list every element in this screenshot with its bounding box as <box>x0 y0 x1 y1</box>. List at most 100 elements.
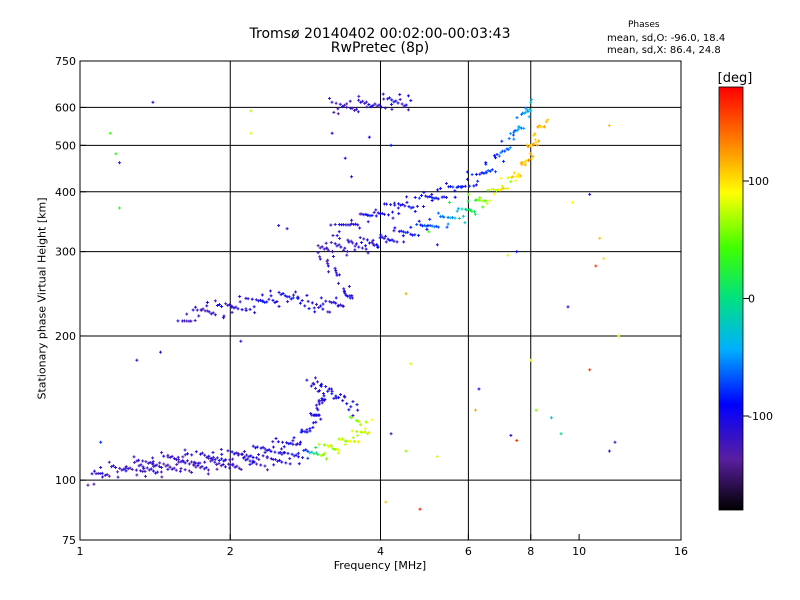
data-point <box>420 194 424 198</box>
data-point <box>271 440 275 444</box>
data-point <box>280 460 284 464</box>
data-point <box>209 459 213 463</box>
data-point <box>159 465 163 469</box>
data-point <box>339 303 343 307</box>
data-point <box>269 457 273 461</box>
data-point <box>254 298 258 302</box>
data-point <box>316 408 320 412</box>
data-point <box>486 168 490 172</box>
data-point <box>358 226 362 230</box>
data-point <box>190 460 194 464</box>
data-point <box>207 310 211 314</box>
data-point <box>114 466 118 470</box>
data-point <box>588 192 592 196</box>
data-point <box>536 125 540 129</box>
data-point <box>463 184 467 188</box>
data-point <box>336 112 340 116</box>
data-point <box>349 239 353 243</box>
data-point <box>371 104 375 108</box>
data-point <box>203 460 207 464</box>
data-point <box>326 389 330 393</box>
data-point <box>436 188 440 192</box>
data-point <box>269 289 273 293</box>
data-point <box>308 427 312 431</box>
data-point <box>322 394 326 398</box>
data-point <box>494 170 498 174</box>
data-point <box>292 436 296 440</box>
y-tick-label: 300 <box>55 246 76 259</box>
data-point <box>522 126 526 130</box>
data-point <box>219 464 223 468</box>
data-point <box>426 195 430 199</box>
data-point <box>309 384 313 388</box>
data-point <box>374 208 378 212</box>
data-point <box>291 296 295 300</box>
data-point <box>350 106 354 110</box>
data-point <box>397 212 401 216</box>
phases-heading: Phases <box>628 20 660 30</box>
data-point <box>276 459 280 463</box>
y-tick-label: 100 <box>55 474 76 487</box>
data-point <box>359 100 363 104</box>
data-point <box>246 297 250 301</box>
data-point <box>508 146 512 150</box>
data-point <box>152 465 156 469</box>
data-point <box>453 189 457 193</box>
data-point <box>319 453 323 457</box>
data-point <box>398 97 402 101</box>
data-point <box>251 455 255 459</box>
data-point <box>512 130 516 134</box>
data-point <box>594 264 598 268</box>
data-point <box>500 187 504 191</box>
data-point <box>465 177 469 181</box>
data-point <box>345 402 349 406</box>
data-point <box>514 179 518 183</box>
data-point <box>310 450 314 454</box>
data-point <box>166 463 170 467</box>
data-point <box>151 100 155 104</box>
data-point <box>249 131 253 135</box>
data-point <box>206 468 210 472</box>
data-point <box>273 301 277 305</box>
data-point <box>496 188 500 192</box>
data-point <box>401 203 405 207</box>
data-point <box>529 109 533 113</box>
data-point <box>337 230 341 234</box>
data-point <box>349 405 353 409</box>
data-point <box>526 145 530 149</box>
data-point <box>478 195 482 199</box>
data-point <box>202 467 206 471</box>
data-point <box>326 262 330 266</box>
data-point <box>179 467 183 471</box>
data-point <box>265 449 269 453</box>
data-point <box>245 453 249 457</box>
data-point <box>356 223 360 227</box>
data-point <box>371 242 375 246</box>
data-point <box>244 307 248 311</box>
data-point <box>515 439 519 443</box>
data-point <box>417 219 421 223</box>
data-point <box>430 224 434 228</box>
data-point <box>435 243 439 247</box>
data-point <box>409 99 413 103</box>
data-point <box>407 205 411 209</box>
data-point <box>532 134 536 138</box>
data-point <box>436 211 440 215</box>
data-point <box>240 308 244 312</box>
data-point <box>418 507 422 511</box>
data-point <box>372 210 376 214</box>
data-point <box>282 451 286 455</box>
data-point <box>116 475 120 479</box>
y-tick-label: 400 <box>55 186 76 199</box>
data-point <box>347 284 351 288</box>
data-point <box>267 448 271 452</box>
data-point <box>314 445 318 449</box>
data-point <box>425 227 429 231</box>
data-point <box>300 298 304 302</box>
data-point <box>485 201 489 205</box>
data-point <box>356 110 360 114</box>
data-point <box>145 466 149 470</box>
data-point <box>499 176 503 180</box>
data-point <box>230 450 234 454</box>
data-point <box>118 206 122 210</box>
